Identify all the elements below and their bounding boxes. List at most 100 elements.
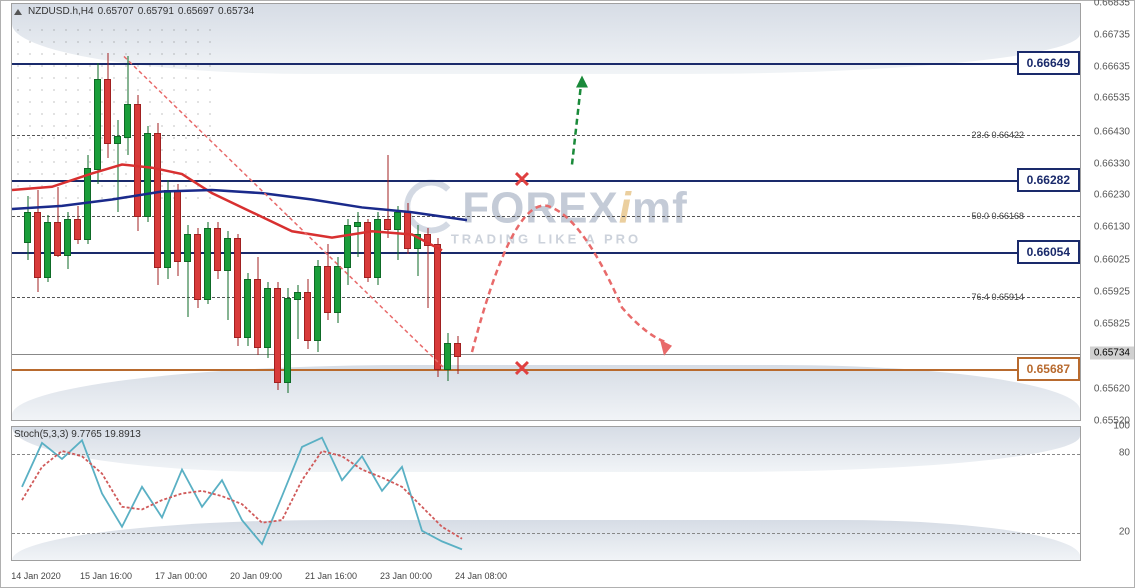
candle xyxy=(274,282,281,390)
candle xyxy=(114,120,121,212)
current-price-label: 0.65734 xyxy=(1090,346,1134,359)
candle xyxy=(354,212,361,257)
price-level-label: 0.66054 xyxy=(1017,240,1080,264)
x-mark-icon: ✕ xyxy=(513,356,531,382)
price-level-label: 0.65687 xyxy=(1017,357,1080,381)
x-axis: 14 Jan 202015 Jan 16:0017 Jan 00:0020 Ja… xyxy=(11,563,1081,585)
x-mark-icon: ✕ xyxy=(513,167,531,193)
fib-line xyxy=(12,297,1080,298)
candle xyxy=(64,212,71,269)
y-tick: 0.65620 xyxy=(1094,384,1130,395)
candle xyxy=(234,234,241,345)
candle xyxy=(84,155,91,244)
y-tick: 0.65925 xyxy=(1094,287,1130,298)
candle xyxy=(164,180,171,279)
candle xyxy=(404,203,411,254)
y-tick: 0.66130 xyxy=(1094,222,1130,233)
candle xyxy=(394,206,401,260)
x-tick: 20 Jan 09:00 xyxy=(230,571,282,581)
candle xyxy=(414,225,421,276)
watermark-logo-icon xyxy=(404,180,458,234)
candle xyxy=(154,123,161,285)
price-level-label: 0.66649 xyxy=(1017,51,1080,75)
watermark-suffix: mf xyxy=(632,183,688,232)
indicator-name: Stoch(5,3,3) xyxy=(14,429,68,440)
y-tick: 0.66230 xyxy=(1094,190,1130,201)
candle xyxy=(454,336,461,374)
candle xyxy=(184,225,191,317)
fib-label: 50.0 0.66168 xyxy=(971,211,1024,221)
y-tick: 0.66535 xyxy=(1094,93,1130,104)
ohlc-h: 0.65791 xyxy=(138,6,174,17)
y-tick: 0.66430 xyxy=(1094,126,1130,137)
symbol-label: NZDUSD.h,H4 xyxy=(28,6,94,17)
stoch-ref-line xyxy=(12,454,1080,455)
candle xyxy=(224,231,231,320)
candle xyxy=(344,219,351,286)
watermark-accent: i xyxy=(619,183,632,232)
fib-line xyxy=(12,135,1080,136)
current-price-line xyxy=(12,354,1080,355)
candle xyxy=(104,53,111,158)
candle xyxy=(74,206,81,244)
x-tick: 15 Jan 16:00 xyxy=(80,571,132,581)
candle xyxy=(134,95,141,232)
candle xyxy=(364,219,371,283)
fib-label: 76.4 0.65914 xyxy=(971,292,1024,302)
candle xyxy=(314,260,321,352)
y-tick: 0.66835 xyxy=(1094,0,1130,9)
candle xyxy=(444,333,451,381)
candle xyxy=(214,222,221,279)
fib-label: 23.6 0.66422 xyxy=(971,130,1024,140)
y-tick: 0.66635 xyxy=(1094,61,1130,72)
candle xyxy=(434,238,441,378)
ohlc-c: 0.65734 xyxy=(218,6,254,17)
candle xyxy=(174,184,181,276)
y-axis: 0.668350.667350.666350.665350.664300.663… xyxy=(1079,1,1134,588)
ohlc-l: 0.65697 xyxy=(178,6,214,17)
indicator-y-tick: 20 xyxy=(1119,527,1130,538)
candle xyxy=(334,257,341,324)
x-tick: 23 Jan 00:00 xyxy=(380,571,432,581)
x-tick: 24 Jan 08:00 xyxy=(455,571,507,581)
indicator-y-tick: 80 xyxy=(1119,447,1130,458)
candle xyxy=(124,56,131,155)
candle xyxy=(424,228,431,307)
candle xyxy=(44,215,51,282)
candle xyxy=(144,126,151,221)
x-tick: 17 Jan 00:00 xyxy=(155,571,207,581)
candle xyxy=(374,212,381,285)
candle xyxy=(384,155,391,238)
price-level-label: 0.66282 xyxy=(1017,168,1080,192)
dropdown-icon[interactable] xyxy=(14,9,22,15)
candle xyxy=(324,244,331,320)
main-price-chart[interactable]: NZDUSD.h,H4 0.65707 0.65791 0.65697 0.65… xyxy=(11,3,1081,421)
pattern-dots xyxy=(12,24,212,204)
y-tick: 0.66025 xyxy=(1094,255,1130,266)
candle xyxy=(294,285,301,339)
price-level-line xyxy=(12,180,1080,182)
candle xyxy=(54,187,61,257)
price-level-line xyxy=(12,63,1080,65)
indicator-cloud-bottom xyxy=(12,520,1080,560)
stoch-ref-line xyxy=(12,533,1080,534)
candle xyxy=(94,63,101,184)
candle xyxy=(194,228,201,307)
y-tick: 0.66735 xyxy=(1094,29,1130,40)
cloud-bottom xyxy=(12,365,1080,420)
chart-title-bar: NZDUSD.h,H4 0.65707 0.65791 0.65697 0.65… xyxy=(14,6,254,17)
candle xyxy=(254,257,261,356)
candle xyxy=(244,273,251,346)
indicator-val-2: 19.8913 xyxy=(105,429,141,440)
stochastic-chart[interactable]: Stoch(5,3,3) 9.7765 19.8913 xyxy=(11,426,1081,561)
candle xyxy=(284,288,291,393)
indicator-title-bar: Stoch(5,3,3) 9.7765 19.8913 xyxy=(14,429,141,440)
watermark-prefix: FOREX xyxy=(462,183,619,232)
y-tick: 0.65825 xyxy=(1094,319,1130,330)
price-level-line xyxy=(12,252,1080,254)
indicator-val-1: 9.7765 xyxy=(71,429,102,440)
ohlc-o: 0.65707 xyxy=(98,6,134,17)
candle xyxy=(34,190,41,292)
indicator-y-tick: 100 xyxy=(1113,421,1130,432)
fib-line xyxy=(12,216,1080,217)
